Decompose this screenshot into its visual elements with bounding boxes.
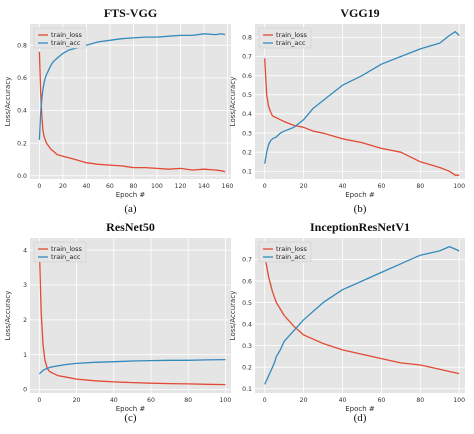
chart-panel-4: InceptionResNetV1 0 20 40 60 80 100 0.1 0.2 0.3 0.… <box>229 220 465 424</box>
y-tick-label: 0.8 <box>17 42 27 49</box>
y-tick-label: 0.8 <box>242 35 252 42</box>
legend-label: train_acc <box>276 39 306 47</box>
y-tick-label: 0.4 <box>242 111 252 118</box>
y-tick-label: 0.2 <box>242 149 252 156</box>
x-tick-label: 100 <box>453 397 465 404</box>
x-tick-label: 100 <box>220 397 232 404</box>
x-tick-label: 20 <box>73 397 81 404</box>
y-tick-label: 1 <box>23 352 27 359</box>
panel-label: (a) <box>124 203 137 215</box>
y-tick-label: 0.6 <box>17 75 27 82</box>
x-tick-label: 0 <box>263 183 267 190</box>
x-tick-label: 20 <box>300 397 308 404</box>
x-axis-label: Epoch # <box>345 405 375 413</box>
series-line-train_acc <box>264 245 460 385</box>
y-tick-label: 0.4 <box>17 108 27 115</box>
y-axis-label: Loss/Accuracy <box>4 291 12 341</box>
x-tick-label: 100 <box>151 183 163 190</box>
x-tick-label: 80 <box>184 397 192 404</box>
y-tick-label: 0.0 <box>17 173 27 180</box>
x-tick-label: 160 <box>222 183 234 190</box>
y-tick-label: 0.7 <box>242 257 252 264</box>
x-tick-label: 80 <box>416 397 424 404</box>
legend-label: train_loss <box>276 31 308 39</box>
x-tick-label: 80 <box>130 183 138 190</box>
y-tick-label: 0.2 <box>242 364 252 371</box>
x-tick-label: 60 <box>106 183 114 190</box>
plot-area <box>255 24 465 179</box>
y-tick-label: 2 <box>23 317 27 324</box>
y-tick-label: 0.4 <box>242 321 252 328</box>
y-tick-label: 0.3 <box>242 130 252 137</box>
x-tick-label: 140 <box>198 183 210 190</box>
y-tick-label: 0.3 <box>242 343 252 350</box>
legend-label: train_loss <box>51 245 83 253</box>
chart-title: VGG19 <box>340 6 379 20</box>
x-tick-label: 60 <box>147 397 155 404</box>
y-axis-label: Loss/Accuracy <box>4 77 12 127</box>
chart-panel-2: VGG19 0 20 40 60 80 100 0.1 0.2 0.3 0.4 0.5 0.6 0.7 0.… <box>229 6 465 215</box>
x-tick-label: 40 <box>339 397 347 404</box>
series-line-train_loss <box>38 51 226 173</box>
y-tick-label: 0.7 <box>242 54 252 61</box>
y-tick-label: 3 <box>23 282 27 289</box>
x-tick-label: 20 <box>300 183 308 190</box>
y-tick-label: 0.1 <box>242 386 252 393</box>
y-tick-label: 0.2 <box>17 140 27 147</box>
legend-label: train_acc <box>51 253 81 261</box>
x-tick-label: 20 <box>59 183 67 190</box>
x-axis-label: Epoch # <box>345 191 375 199</box>
x-axis-label: Epoch # <box>116 191 146 199</box>
y-tick-label: 0.6 <box>242 278 252 285</box>
legend-label: train_acc <box>276 253 306 261</box>
x-tick-label: 40 <box>82 183 90 190</box>
x-tick-label: 0 <box>263 397 267 404</box>
chart-title: InceptionResNetV1 <box>310 220 410 234</box>
series-line-train_loss <box>264 255 460 375</box>
y-axis-label: Loss/Accuracy <box>229 291 237 341</box>
x-tick-label: 40 <box>110 397 118 404</box>
plot-area <box>30 24 231 179</box>
x-axis-label: Epoch # <box>116 405 146 413</box>
chart-panel-3: ResNet50 0 20 40 60 80 100 0 1 2 3 4 train_losstrain… <box>4 220 231 424</box>
y-tick-label: 0.1 <box>242 169 252 176</box>
legend-label: train_acc <box>51 39 81 47</box>
x-tick-label: 40 <box>339 183 347 190</box>
chart-panel-1: FTS-VGG 0 20 40 60 80 100 120 140 160 0.0 0.2 0.4 0.6… <box>4 6 233 215</box>
series-line-train_acc <box>38 358 226 375</box>
x-tick-label: 60 <box>377 397 385 404</box>
x-tick-label: 0 <box>37 183 41 190</box>
panel-label: (c) <box>124 412 137 424</box>
x-tick-label: 100 <box>453 183 465 190</box>
y-tick-label: 0.5 <box>242 300 252 307</box>
x-tick-label: 0 <box>37 397 41 404</box>
chart-title: FTS-VGG <box>104 6 157 20</box>
y-tick-label: 4 <box>23 247 27 254</box>
y-axis-label: Loss/Accuracy <box>229 77 237 127</box>
y-tick-label: 0.6 <box>242 73 252 80</box>
series-line-train_acc <box>264 31 460 164</box>
series-line-train_loss <box>264 58 460 176</box>
panel-label: (b) <box>354 203 367 215</box>
x-tick-label: 80 <box>416 183 424 190</box>
legend-label: train_loss <box>276 245 308 253</box>
y-tick-label: 0.5 <box>242 92 252 99</box>
panel-label: (d) <box>354 412 367 424</box>
series-line-train_loss <box>38 246 226 386</box>
x-tick-label: 60 <box>377 183 385 190</box>
y-tick-label: 0 <box>23 387 27 394</box>
x-tick-label: 120 <box>175 183 187 190</box>
plot-area <box>30 238 231 393</box>
chart-title: ResNet50 <box>106 220 155 234</box>
legend-label: train_loss <box>51 31 83 39</box>
